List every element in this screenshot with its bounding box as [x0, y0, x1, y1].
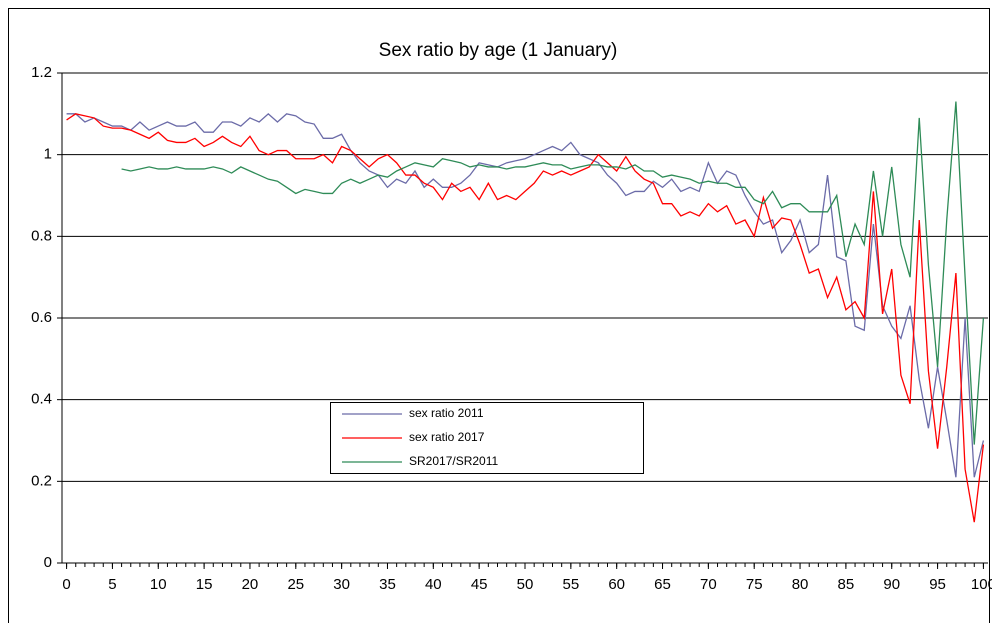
x-tick-label: 90	[883, 576, 900, 593]
y-tick-label: 1.2	[31, 64, 52, 81]
y-tick-label: 0.2	[31, 472, 52, 489]
x-tick-label: 25	[287, 576, 304, 593]
y-tick-label: 0.8	[31, 227, 52, 244]
x-tick-label: 35	[379, 576, 396, 593]
x-tick-label: 55	[562, 576, 579, 593]
series-line	[121, 101, 985, 445]
x-tick-label: 60	[608, 576, 625, 593]
x-tick-label: 70	[700, 576, 717, 593]
legend-label: SR2017/SR2011	[409, 454, 499, 468]
x-tick-label: 85	[838, 576, 855, 593]
y-tick-label: 0.4	[31, 391, 52, 408]
chart-frame	[8, 8, 990, 623]
x-tick-label: 75	[746, 576, 763, 593]
y-tick-label: 1	[44, 146, 52, 163]
y-tick-label: 0.6	[31, 309, 52, 326]
legend-label: sex ratio 2011	[409, 406, 484, 420]
x-tick-label: 20	[242, 576, 259, 593]
x-tick-label: 65	[654, 576, 671, 593]
legend-label: sex ratio 2017	[409, 430, 485, 444]
x-tick-label: 50	[517, 576, 534, 593]
x-tick-label: 30	[333, 576, 350, 593]
x-tick-label: 100	[971, 576, 992, 593]
y-tick-label: 0	[44, 554, 52, 571]
x-tick-label: 40	[425, 576, 442, 593]
series-line	[66, 113, 985, 523]
legend: sex ratio 2011 sex ratio 2017 SR2017/SR201…	[330, 402, 644, 474]
x-tick-label: 45	[471, 576, 488, 593]
x-tick-label: 80	[792, 576, 809, 593]
x-tick-label: 15	[196, 576, 213, 593]
x-tick-label: 0	[62, 576, 70, 593]
x-tick-label: 95	[929, 576, 946, 593]
series-line	[66, 112, 985, 478]
x-tick-label: 5	[108, 576, 116, 593]
chart-title: Sex ratio by age (1 January)	[379, 40, 618, 61]
x-tick-label: 10	[150, 576, 167, 593]
